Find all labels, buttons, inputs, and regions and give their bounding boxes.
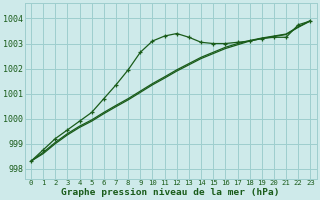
X-axis label: Graphe pression niveau de la mer (hPa): Graphe pression niveau de la mer (hPa): [61, 188, 280, 197]
